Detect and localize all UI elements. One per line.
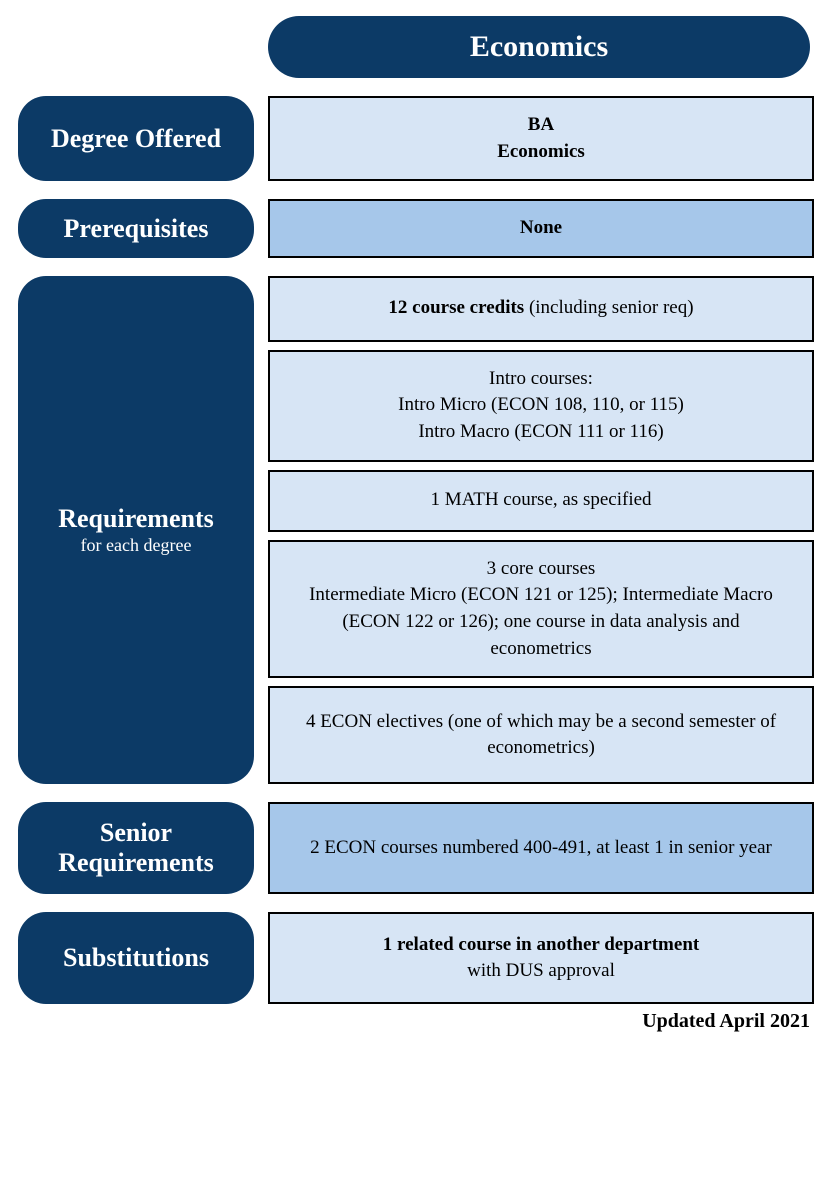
req-intro-l2: Intro Micro (ECON 108, 110, or 115) [398, 392, 684, 419]
subs-l2: with DUS approval [467, 958, 615, 985]
req-box-math: 1 MATH course, as specified [268, 470, 814, 532]
label-prereq-text: Prerequisites [64, 214, 209, 244]
subs-l1: 1 related course in another department [383, 932, 699, 959]
label-req-sub: for each degree [81, 535, 192, 556]
label-degree-text: Degree Offered [51, 124, 221, 154]
degree-major: Economics [497, 139, 585, 166]
row-degree: Degree Offered BA Economics [18, 96, 814, 181]
row-senior: Senior Requirements 2 ECON courses numbe… [18, 802, 814, 894]
label-req-text: Requirements [58, 504, 214, 534]
box-subs: 1 related course in another department w… [268, 912, 814, 1004]
label-degree: Degree Offered [18, 96, 254, 181]
content-prereq: None [268, 199, 814, 258]
content-degree: BA Economics [268, 96, 814, 181]
box-prereq: None [268, 199, 814, 258]
header-pill: Economics [268, 16, 810, 78]
req-core-l1: 3 core courses [487, 556, 596, 583]
footer-updated: Updated April 2021 [18, 1010, 814, 1033]
label-subs: Substitutions [18, 912, 254, 1004]
req-box-core: 3 core courses Intermediate Micro (ECON … [268, 540, 814, 678]
prereq-value: None [520, 215, 562, 242]
degree-type: BA [528, 112, 554, 139]
req-math: 1 MATH course, as specified [430, 487, 651, 514]
req-intro-l3: Intro Macro (ECON 111 or 116) [418, 419, 663, 446]
row-prereq: Prerequisites None [18, 199, 814, 258]
label-prereq: Prerequisites [18, 199, 254, 258]
req-credits-line: 12 course credits (including senior req) [388, 295, 693, 322]
content-senior: 2 ECON courses numbered 400-491, at leas… [268, 802, 814, 894]
req-intro-l1: Intro courses: [489, 366, 593, 393]
senior-value: 2 ECON courses numbered 400-491, at leas… [310, 835, 772, 862]
row-requirements: Requirements for each degree 12 course c… [18, 276, 814, 784]
box-degree: BA Economics [268, 96, 814, 181]
label-senior: Senior Requirements [18, 802, 254, 894]
row-subs: Substitutions 1 related course in anothe… [18, 912, 814, 1004]
req-core-l2: Intermediate Micro (ECON 121 or 125); In… [294, 582, 788, 662]
label-requirements: Requirements for each degree [18, 276, 254, 784]
req-electives: 4 ECON electives (one of which may be a … [294, 709, 788, 762]
req-box-electives: 4 ECON electives (one of which may be a … [268, 686, 814, 784]
req-credits-bold: 12 course credits [388, 297, 524, 318]
content-subs: 1 related course in another department w… [268, 912, 814, 1004]
box-senior: 2 ECON courses numbered 400-491, at leas… [268, 802, 814, 894]
label-subs-text: Substitutions [63, 943, 209, 973]
req-box-credits: 12 course credits (including senior req) [268, 276, 814, 342]
req-box-intro: Intro courses: Intro Micro (ECON 108, 11… [268, 350, 814, 462]
content-requirements: 12 course credits (including senior req)… [268, 276, 814, 784]
label-senior-text: Senior Requirements [26, 818, 246, 878]
header-title: Economics [470, 30, 608, 64]
req-credits-rest: (including senior req) [524, 297, 693, 318]
